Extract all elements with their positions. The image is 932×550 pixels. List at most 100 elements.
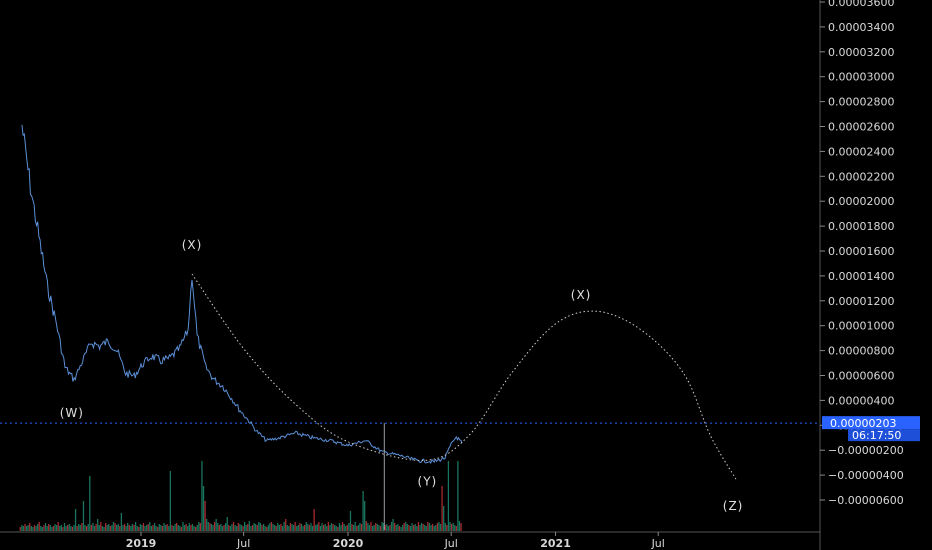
volume-bar: [163, 523, 165, 531]
volume-bar: [119, 526, 121, 531]
volume-bar: [343, 524, 345, 531]
volume-bar: [297, 525, 299, 531]
volume-bar: [294, 522, 296, 531]
volume-bar: [392, 519, 394, 531]
projection-curve: [191, 273, 737, 480]
volume-bar: [352, 525, 355, 531]
volume-bar: [158, 524, 160, 531]
volume-bar: [108, 524, 110, 531]
volume-bar: [318, 522, 320, 531]
volume-bar: [160, 525, 162, 531]
volume-bar: [296, 526, 298, 531]
volume-bar: [444, 523, 446, 531]
volume-bar: [460, 523, 462, 531]
volume-bar: [123, 524, 126, 531]
volume-bar: [447, 461, 450, 531]
volume-bar: [381, 522, 383, 531]
volume-bar: [370, 522, 372, 531]
volume-bar: [223, 525, 225, 531]
y-tick-label: 0.00001800: [828, 220, 894, 233]
volume-bar: [340, 525, 342, 531]
volume-bar: [46, 526, 48, 531]
y-tick-label: 0.00002200: [828, 170, 894, 183]
volume-bar: [193, 526, 195, 531]
volume-bar: [349, 511, 352, 531]
volume-bar: [255, 524, 257, 531]
volume-bar: [270, 522, 273, 531]
volume-bar: [338, 523, 341, 531]
volume-bar: [120, 513, 123, 531]
volume-bar: [152, 525, 154, 531]
volume-bar: [310, 523, 312, 531]
volume-bar: [324, 524, 326, 531]
volume-bar: [130, 526, 132, 531]
volume-bar: [253, 523, 255, 531]
volume-bar: [346, 525, 348, 531]
volume-bar: [22, 526, 25, 531]
volume-bar: [259, 523, 262, 531]
volume-bar: [359, 523, 361, 531]
volume-bar: [362, 491, 364, 531]
volume-bar: [33, 525, 36, 531]
volume-bar: [400, 527, 402, 531]
volume-bar: [378, 525, 380, 531]
volume-bar: [166, 524, 168, 531]
volume-bar: [351, 524, 353, 531]
y-axis[interactable]: 0.00003600 0.00003400 0.00003200 0.00003000…: [819, 0, 904, 550]
volume-bar: [228, 525, 230, 531]
volume-bar: [243, 522, 246, 531]
projection-path: [191, 273, 737, 480]
volume-bar: [117, 524, 119, 531]
volume-bar: [116, 525, 118, 531]
y-tick-label: 0.00001600: [828, 245, 894, 258]
x-tick-label: 2020: [333, 537, 364, 550]
volume-bar: [420, 523, 423, 531]
volume-bar: [261, 525, 263, 531]
volume-bar: [98, 525, 100, 531]
volume-bar: [100, 522, 102, 531]
volume-bar: [365, 521, 367, 531]
volume-bar: [411, 523, 413, 531]
volume-bar: [190, 525, 192, 531]
volume-bar: [196, 525, 198, 531]
volume-bar: [394, 523, 396, 531]
volume-bar: [364, 501, 366, 531]
volume-bar: [433, 526, 435, 531]
volume-bar: [220, 524, 222, 531]
volume-bar: [232, 522, 235, 531]
volume-bar: [24, 524, 26, 531]
volume-bar: [187, 526, 189, 531]
volume-bar: [48, 524, 50, 531]
volume-bar: [330, 523, 333, 531]
volume-bar: [65, 526, 67, 531]
volume-bar: [436, 523, 438, 531]
volume-bar: [273, 525, 276, 531]
volume-bar: [198, 522, 200, 531]
y-tick-label: 0.00002000: [828, 195, 894, 208]
volume-bar: [207, 522, 209, 531]
y-tick-label: 0.00001400: [828, 270, 894, 283]
volume-bar: [146, 525, 148, 531]
volume-bar: [212, 525, 214, 531]
volume-bar: [55, 525, 58, 531]
x-tick-label: Jul: [236, 537, 250, 550]
volume-bar: [417, 522, 420, 531]
volume-bar: [109, 526, 111, 531]
volume-bar: [367, 523, 369, 531]
x-axis[interactable]: 2019 Jul 2020 Jul 2021 Jul: [0, 531, 820, 550]
volume-bar: [237, 523, 239, 531]
volume-bar: [345, 526, 347, 531]
volume-bar: [188, 523, 190, 531]
volume-bar: [63, 523, 66, 531]
volume-bar: [133, 525, 135, 531]
price-series: [21, 124, 463, 530]
y-tick-label: 0.00003200: [828, 46, 894, 59]
volume-bar: [236, 526, 238, 531]
volume-bar: [150, 526, 153, 531]
volume-bar: [357, 525, 360, 531]
volume-bar: [138, 527, 140, 531]
volume-bar: [304, 525, 306, 531]
volume-bar: [164, 525, 167, 531]
